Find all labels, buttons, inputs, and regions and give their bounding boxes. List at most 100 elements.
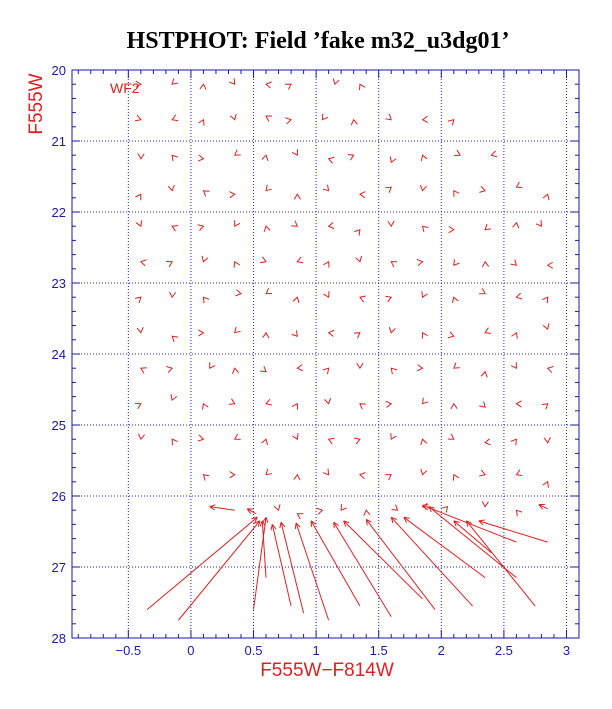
vector-marker <box>484 327 492 334</box>
chart-title: HSTPHOT: Field ’fake m32_u3dg01’ <box>127 28 510 54</box>
vector-marker <box>479 288 486 295</box>
vector-marker <box>355 255 363 263</box>
vector-marker <box>209 362 216 370</box>
vector-marker <box>542 323 550 331</box>
vector-marker <box>198 118 205 126</box>
vector-marker <box>137 153 145 160</box>
vector-marker <box>291 220 299 227</box>
vector-marker <box>385 474 393 481</box>
vector-marker <box>350 118 358 126</box>
vector-marker <box>292 296 300 304</box>
vector-marker <box>233 149 241 156</box>
vector-marker <box>323 291 330 299</box>
vector-marker <box>265 115 273 122</box>
vector-marker <box>416 364 424 372</box>
vector-marker <box>296 364 303 372</box>
vector-marker <box>324 397 332 405</box>
vector-marker <box>421 291 428 299</box>
vector-marker <box>480 370 488 378</box>
vector-marker <box>358 472 366 480</box>
vector-marker <box>261 438 268 446</box>
vector-marker <box>484 223 492 231</box>
vector-marker <box>421 225 429 233</box>
vector-marker <box>139 259 147 267</box>
vector-marker <box>359 295 366 303</box>
vector-marker <box>233 433 241 440</box>
vector-marker <box>441 505 449 513</box>
vector-marker <box>322 468 330 476</box>
offset-vector <box>538 504 548 510</box>
vector-marker <box>262 331 270 339</box>
vector-marker <box>451 296 459 304</box>
vector-marker <box>134 296 142 304</box>
vector-marker <box>421 397 429 405</box>
vector-marker <box>353 332 361 339</box>
vector-marker <box>327 222 335 230</box>
vector-marker <box>510 362 517 370</box>
vector-marker <box>447 119 455 126</box>
offset-vector <box>390 516 473 607</box>
y-tick-label: 25 <box>52 418 66 433</box>
vector-marker <box>479 186 487 193</box>
vector-marker <box>390 433 397 441</box>
vector-marker <box>327 437 335 445</box>
vector-marker <box>171 335 179 343</box>
offset-vector <box>333 521 392 617</box>
vector-marker <box>454 149 461 157</box>
x-tick-label: 1.5 <box>370 643 388 658</box>
vector-marker <box>166 261 173 268</box>
vector-marker <box>321 113 329 121</box>
vector-marker <box>542 296 549 304</box>
vector-marker <box>296 256 304 264</box>
vector-marker <box>332 78 340 86</box>
vector-marker <box>359 83 366 91</box>
offset-vector <box>365 518 436 610</box>
vector-marker <box>515 400 522 408</box>
vector-marker <box>385 113 392 121</box>
vector-marker <box>135 193 142 201</box>
vector-marker <box>265 288 273 295</box>
vector-marker <box>197 329 205 337</box>
vector-marker <box>260 365 267 373</box>
vector-marker <box>233 260 241 268</box>
y-axis-label: F555W <box>26 73 47 134</box>
offset-vector <box>279 521 305 614</box>
vector-marker <box>232 367 240 374</box>
vector-marker <box>479 401 486 408</box>
vector-marker <box>354 229 361 236</box>
y-tick-label: 22 <box>52 205 66 220</box>
vector-marker <box>202 190 210 197</box>
vector-marker <box>140 367 147 374</box>
vector-marker <box>291 149 298 157</box>
tick-labels: −0.5 0 0.5 1 1.5 2 2.5 3 20 21 22 23 24 25 26 27 28 <box>52 63 571 658</box>
vector-marker <box>197 154 205 162</box>
vector-marker <box>316 507 324 515</box>
x-tick-label: 3 <box>563 643 570 658</box>
vector-marker <box>201 255 209 263</box>
offset-vector <box>465 520 536 607</box>
vector-marker <box>453 362 460 369</box>
vector-marker <box>260 256 267 264</box>
offset-vector <box>259 520 267 578</box>
vector-marker <box>171 225 179 232</box>
vector-marker <box>421 502 429 510</box>
vector-marker <box>387 220 395 228</box>
vector-marker <box>235 289 242 297</box>
vector-marker <box>388 326 396 334</box>
offset-vector <box>178 520 261 621</box>
vector-marker <box>228 78 236 85</box>
vector-marker <box>421 331 429 339</box>
vector-marker <box>385 186 392 193</box>
vector-marker <box>202 296 210 304</box>
vector-marker <box>285 117 293 125</box>
vector-marker <box>511 331 518 339</box>
vector-marker <box>169 291 177 299</box>
vector-marker <box>450 402 458 410</box>
y-tick-label: 28 <box>52 631 66 646</box>
vector-marker <box>515 181 523 189</box>
vector-marker <box>385 295 393 303</box>
vector-marker <box>265 184 272 192</box>
vector-marker <box>322 367 330 375</box>
vector-marker <box>389 156 397 164</box>
vector-marker <box>512 221 520 229</box>
